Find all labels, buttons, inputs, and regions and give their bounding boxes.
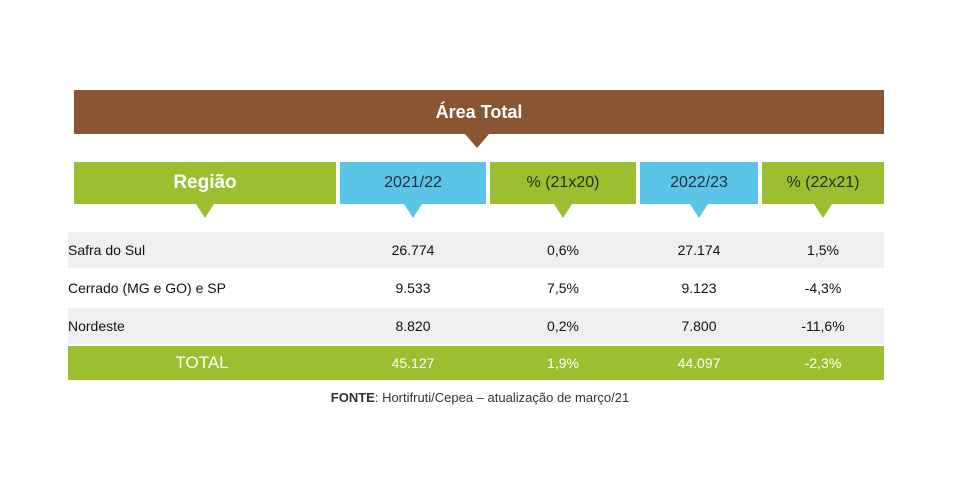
header-regiao-label: Região xyxy=(173,172,237,193)
total-2022-23: 44.097 xyxy=(677,355,721,371)
row-region: Cerrado (MG e GO) e SP xyxy=(68,280,226,296)
header-pct-22x21: % (22x21) xyxy=(762,162,884,218)
row-pct-21x20: 7,5% xyxy=(547,280,579,296)
header-2022-23-label: 2022/23 xyxy=(670,174,728,191)
header-2022-23: 2022/23 xyxy=(640,162,758,218)
total-pct-22x21: -2,3% xyxy=(804,355,842,371)
header-pointer xyxy=(814,204,832,218)
source-text: : Hortifruti/Cepea – atualização de març… xyxy=(374,390,630,405)
row-pct-22x21: -11,6% xyxy=(801,318,845,334)
row-pct-22x21: -4,3% xyxy=(804,280,842,296)
row-2021-22: 26.774 xyxy=(391,242,435,258)
row-2021-22: 9.533 xyxy=(395,280,431,296)
header-2021-22: 2021/22 xyxy=(340,162,486,218)
table-row: Safra do Sul 26.774 0,6% 27.174 1,5% xyxy=(68,232,884,268)
row-2022-23: 7.800 xyxy=(681,318,717,334)
banner-pointer xyxy=(465,134,489,148)
header-pct-21x20-label: % (21x20) xyxy=(526,174,600,191)
table-title-banner: Área Total xyxy=(74,90,884,134)
row-2021-22: 8.820 xyxy=(395,318,431,334)
header-regiao: Região xyxy=(74,162,336,218)
row-2022-23: 9.123 xyxy=(681,280,717,296)
header-pointer xyxy=(196,204,214,218)
total-label: TOTAL xyxy=(175,353,229,372)
source-note: FONTE: Hortifruti/Cepea – atualização de… xyxy=(0,390,960,405)
row-region: Safra do Sul xyxy=(68,242,146,258)
row-region: Nordeste xyxy=(68,318,125,334)
header-pointer xyxy=(690,204,708,218)
table-row: Cerrado (MG e GO) e SP 9.533 7,5% 9.123 … xyxy=(68,270,884,306)
row-2022-23: 27.174 xyxy=(677,242,721,258)
header-pointer xyxy=(404,204,422,218)
table-row: Nordeste 8.820 0,2% 7.800 -11,6% xyxy=(68,308,884,344)
total-2021-22: 45.127 xyxy=(391,355,435,371)
source-label: FONTE xyxy=(330,390,375,405)
header-pointer xyxy=(554,204,572,218)
row-pct-21x20: 0,2% xyxy=(547,318,579,334)
row-pct-21x20: 0,6% xyxy=(547,242,579,258)
total-row: TOTAL 45.127 1,9% 44.097 -2,3% xyxy=(68,346,884,380)
header-pct-21x20: % (21x20) xyxy=(490,162,636,218)
table-title: Área Total xyxy=(435,101,523,122)
header-pct-22x21-label: % (22x21) xyxy=(786,174,860,191)
header-2021-22-label: 2021/22 xyxy=(384,174,442,191)
total-pct-21x20: 1,9% xyxy=(547,355,579,371)
row-pct-22x21: 1,5% xyxy=(807,242,839,258)
